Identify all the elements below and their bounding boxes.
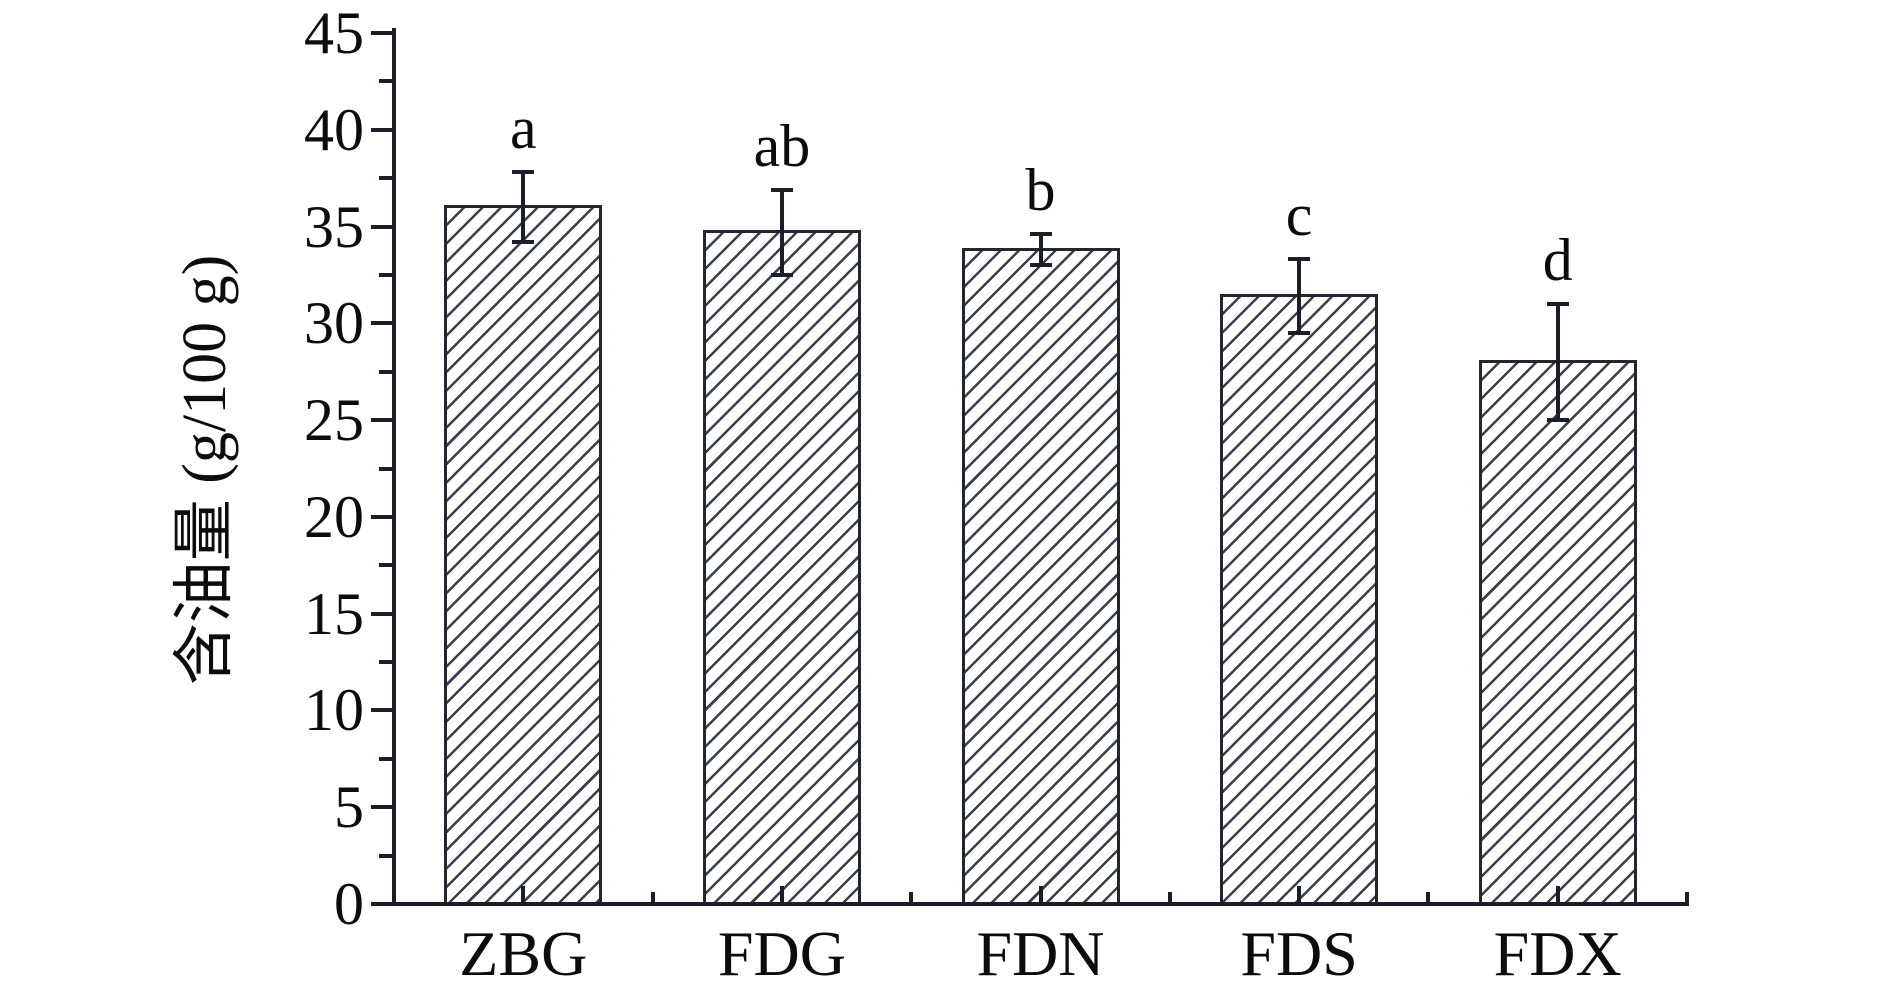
y-minor-tick (379, 660, 392, 665)
y-minor-tick (379, 466, 392, 471)
error-bar-cap-bottom-fds (1288, 331, 1311, 335)
y-minor-tick (379, 563, 392, 568)
error-bar-cap-top-fdn (1029, 232, 1052, 237)
x-minor-tick (1167, 892, 1172, 902)
bar-fdx (1478, 360, 1637, 906)
y-major-tick (371, 611, 392, 616)
x-major-tick-fdx (1555, 886, 1560, 902)
y-axis-line (392, 28, 396, 906)
error-bar-line-fdx (1555, 303, 1560, 421)
bar-fdn (961, 247, 1120, 906)
x-tick-label-fds: FDS (1240, 918, 1358, 989)
error-bar-cap-bottom-fdg (770, 272, 793, 277)
y-major-tick (371, 31, 392, 35)
y-tick-label: 40 (304, 96, 364, 163)
y-minor-tick (379, 272, 392, 277)
x-major-tick-zbg (521, 886, 526, 902)
error-bar-cap-bottom-fdx (1546, 418, 1569, 423)
x-minor-tick (1685, 892, 1689, 902)
error-bar-cap-bottom-zbg (512, 240, 535, 245)
y-tick-label: 0 (334, 871, 364, 937)
error-bar-cap-top-fdg (770, 187, 793, 192)
y-tick-label: 45 (304, 0, 364, 66)
x-minor-tick (1426, 892, 1431, 902)
y-minor-tick (379, 756, 392, 761)
error-bar-line-fds (1297, 259, 1302, 333)
error-bar-cap-bottom-fdn (1029, 263, 1052, 268)
y-minor-tick (379, 853, 392, 858)
bar-zbg (444, 205, 603, 906)
y-tick-label: 25 (304, 387, 364, 454)
y-major-tick (371, 902, 392, 906)
y-tick-label: 15 (304, 580, 364, 647)
error-bar-line-fdn (1038, 234, 1043, 266)
bar-fdg (702, 230, 861, 906)
x-minor-tick (650, 892, 655, 902)
sig-letter-fdg: ab (753, 112, 811, 179)
y-tick-label: 35 (304, 193, 364, 260)
error-bar-cap-top-fdx (1546, 301, 1569, 306)
y-major-tick (371, 514, 392, 519)
x-major-tick-fdn (1038, 886, 1043, 902)
sig-letter-fdn: b (1025, 157, 1056, 224)
x-major-tick-fdg (779, 886, 784, 902)
sig-letter-fdx: d (1542, 226, 1573, 293)
error-bar-line-fdg (779, 189, 784, 275)
y-minor-tick (379, 369, 392, 374)
y-major-tick (371, 418, 392, 423)
y-tick-label: 30 (304, 290, 364, 357)
y-major-tick (371, 805, 392, 810)
x-tick-label-fdg: FDG (717, 918, 846, 989)
bar-fds (1220, 294, 1379, 906)
x-minor-tick (909, 892, 914, 902)
error-bar-line-zbg (521, 172, 526, 243)
y-minor-tick (379, 176, 392, 181)
y-tick-label: 20 (304, 483, 364, 550)
x-tick-label-zbg: ZBG (459, 918, 588, 989)
x-axis-line (392, 902, 1689, 906)
error-bar-cap-top-zbg (512, 170, 535, 175)
x-tick-label-fdx: FDX (1493, 918, 1622, 989)
sig-letter-zbg: a (509, 95, 537, 162)
sig-letter-fds: c (1285, 182, 1313, 249)
y-major-tick (371, 127, 392, 132)
y-major-tick (371, 708, 392, 713)
y-minor-tick (379, 79, 392, 84)
y-major-tick (371, 224, 392, 229)
x-major-tick-fds (1297, 886, 1302, 902)
y-tick-label: 5 (334, 774, 364, 841)
x-tick-label-fdn: FDN (976, 918, 1105, 989)
error-bar-cap-top-fds (1288, 257, 1311, 262)
y-tick-label: 10 (304, 677, 364, 744)
y-major-tick (371, 321, 392, 326)
